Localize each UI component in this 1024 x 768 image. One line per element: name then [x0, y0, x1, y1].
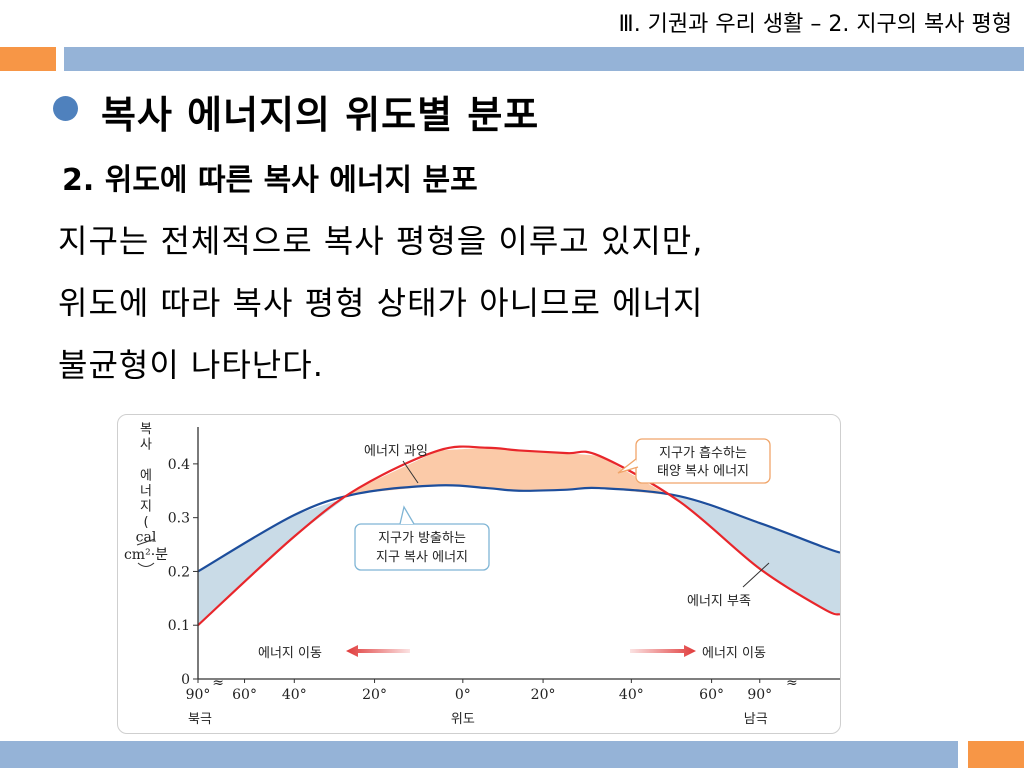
x-tick-label: 90° — [747, 687, 772, 703]
top-accent-blue-bar — [64, 47, 1024, 71]
y-axis-unit: cm²·분 — [124, 547, 168, 563]
axis-break-icon: ≈ — [212, 675, 224, 691]
body-line: 불균형이 나타난다. — [58, 346, 324, 384]
absorbed-callout-tail — [617, 458, 639, 474]
bottom-accent-orange-bar — [968, 741, 1024, 768]
x-axis-label: 위도 — [451, 712, 475, 727]
y-axis-label-char: ( — [143, 515, 148, 530]
emitted-radiation-line — [197, 484, 840, 573]
x-tick-label: 20° — [362, 687, 387, 703]
y-tick-label: 0.4 — [168, 457, 190, 473]
y-tick-label: 0.2 — [168, 564, 190, 580]
x-right-pole-label: 남극 — [744, 712, 768, 727]
surplus-pointer — [402, 460, 419, 484]
y-tick-label: 0 — [181, 672, 190, 688]
emitted-callout-box — [354, 523, 490, 571]
y-axis-label-char: 지 — [140, 500, 152, 515]
header-breadcrumb: Ⅲ. 기권과 우리 생활 – 2. 지구의 복사 평형 — [618, 12, 1012, 37]
x-tick-label: 20° — [531, 687, 556, 703]
transfer-right-label: 에너지 이동 — [702, 646, 766, 661]
y-axis-label-fraction-bar — [136, 538, 156, 546]
absorbed-callout-line1: 지구가 흡수하는 — [659, 446, 747, 461]
x-tick-label: 90° — [186, 687, 211, 703]
top-accent-orange-bar — [0, 47, 56, 71]
y-axis-label-char: 복 — [140, 422, 152, 437]
x-tick-label: 40° — [282, 687, 307, 703]
title-bullet-icon — [53, 96, 78, 121]
energy-deficit-area — [198, 498, 345, 626]
y-axis-label-char: 에 — [140, 469, 152, 484]
axis-break-icon: ≈ — [786, 675, 798, 691]
emitted-callout-line1: 지구가 방출하는 — [378, 531, 466, 546]
slide-title: 복사 에너지의 위도별 분포 — [101, 93, 540, 137]
y-axis-label-char: 너 — [140, 484, 152, 499]
body-paragraph: 지구는 전체적으로 복사 평형을 이루고 있지만, 위도에 따라 복사 평형 상… — [58, 210, 958, 396]
y-axis-label-char: cal — [136, 530, 157, 546]
y-tick-label: 0.3 — [168, 511, 190, 527]
surplus-label: 에너지 과잉 — [364, 444, 428, 459]
transfer-right-arrow — [630, 645, 696, 657]
bottom-accent-blue-bar — [0, 741, 958, 768]
absorbed-callout-line2: 태양 복사 에너지 — [657, 464, 749, 479]
transfer-left-arrow — [346, 645, 410, 657]
x-tick-label: 60° — [232, 687, 257, 703]
absorbed-radiation-line — [197, 445, 840, 627]
y-tick-label: 0.1 — [168, 618, 190, 634]
x-tick-label: 60° — [699, 687, 724, 703]
deficit-pointer — [742, 562, 770, 588]
transfer-left-label: 에너지 이동 — [258, 646, 322, 661]
body-line: 지구는 전체적으로 복사 평형을 이루고 있지만, — [58, 222, 704, 260]
x-tick-label: 40° — [619, 687, 644, 703]
slide-subtitle: 2. 위도에 따른 복사 에너지 분포 — [62, 163, 478, 198]
emitted-callout-line2: 지구 복사 에너지 — [376, 550, 468, 565]
body-line: 위도에 따라 복사 평형 상태가 아니므로 에너지 — [58, 284, 704, 322]
y-axis-label-paren — [137, 562, 155, 567]
emitted-callout-tail — [399, 505, 415, 525]
x-tick-label: 0° — [455, 687, 471, 703]
y-axis-label-char: 사 — [140, 438, 152, 453]
energy-deficit-area — [668, 495, 840, 615]
deficit-label: 에너지 부족 — [687, 594, 751, 609]
x-left-pole-label: 북극 — [188, 712, 212, 727]
